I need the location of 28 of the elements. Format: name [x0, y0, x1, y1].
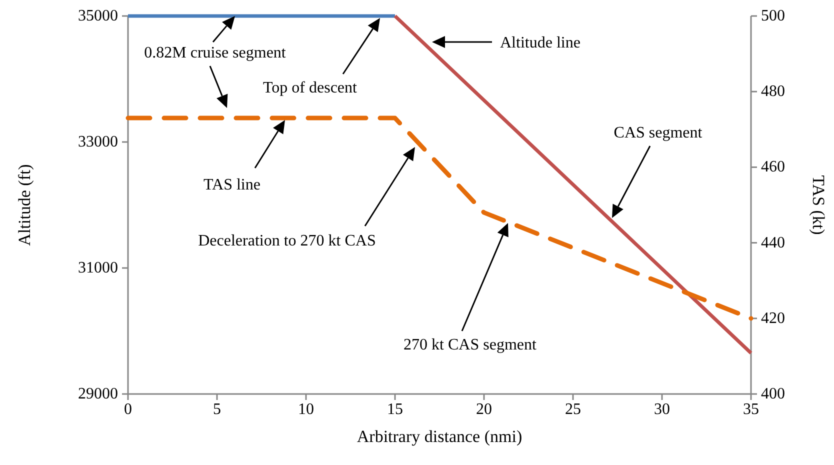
y2-tick-label: 480	[761, 83, 785, 100]
annotation: Altitude line	[500, 34, 580, 52]
x-tick-label: 15	[387, 401, 403, 418]
x-tick-label: 35	[743, 401, 759, 418]
x-tick-label: 5	[213, 401, 221, 418]
y2-tick-label: 460	[761, 158, 785, 176]
annotation: Top of descent	[263, 80, 358, 96]
annotation: 270 kt CAS segment	[404, 336, 537, 354]
x-tick-label: 10	[298, 401, 314, 418]
annotation: 0.82M cruise segment	[144, 44, 286, 62]
y-tick-label: 29000	[78, 386, 118, 402]
x-tick-label: 0	[124, 401, 132, 418]
x-tick-label: 30	[654, 401, 670, 418]
y-tick-label: 35000	[78, 8, 118, 24]
y2-tick-label: 440	[761, 234, 785, 252]
y-tick-label: 33000	[78, 134, 118, 150]
x-tick-label: 25	[565, 401, 581, 418]
annotation: CAS segment	[614, 124, 703, 142]
annotation: Deceleration to 270 kt CAS	[198, 232, 376, 250]
annotation: TAS line	[204, 176, 260, 194]
y2-tick-label: 500	[761, 8, 785, 24]
x-axis-title: Arbitrary distance (nmi)	[356, 427, 522, 446]
y2-tick-label: 420	[761, 310, 785, 327]
y2-tick-label: 400	[761, 386, 785, 402]
y-tick-label: 31000	[78, 260, 118, 276]
y-axis-title: Altitude (ft)	[15, 164, 34, 246]
x-tick-label: 20	[476, 401, 492, 418]
y2-axis-title: TAS (kt)	[809, 175, 828, 235]
